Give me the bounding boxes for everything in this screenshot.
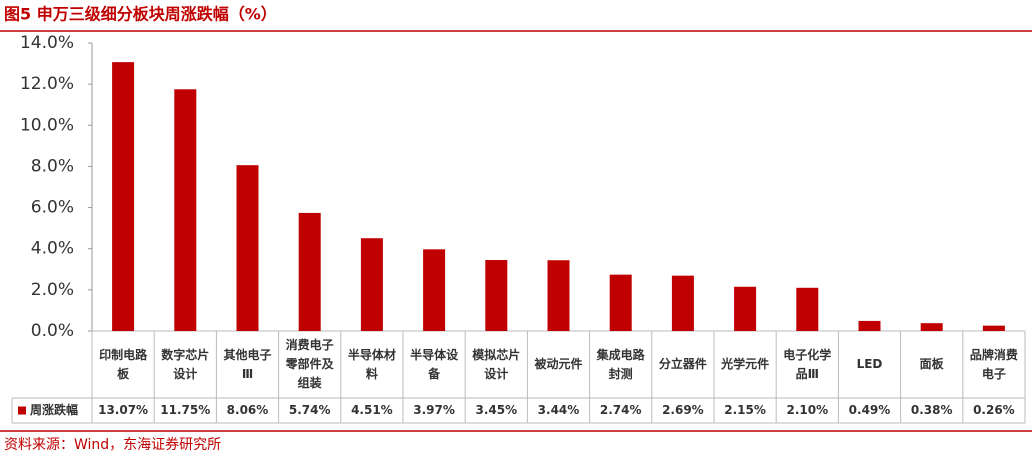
category-label: 模拟芯片设计 (472, 347, 521, 381)
bar (796, 287, 819, 331)
bar (360, 238, 383, 331)
bar (236, 165, 259, 331)
legend-swatch (18, 406, 26, 415)
category-label: 印制电路板 (99, 347, 148, 381)
value-label: 2.10% (786, 403, 828, 417)
value-label: 3.97% (413, 403, 455, 417)
value-label: 2.15% (724, 403, 766, 417)
category-label: 半导体设备 (410, 347, 459, 381)
category-label: 其他电子Ⅲ (223, 347, 272, 381)
source: 资料来源：Wind，东海证券研究所 (4, 437, 221, 453)
y-tick-label: 0.0% (31, 321, 74, 341)
category-label: 数字芯片设计 (161, 347, 210, 381)
bar (298, 212, 321, 331)
y-tick-label: 12.0% (20, 74, 74, 94)
bar (547, 260, 570, 331)
category-label: 集成电路封测 (596, 347, 645, 381)
y-tick-label: 6.0% (31, 198, 74, 218)
value-label: 0.26% (973, 403, 1015, 417)
bar (671, 275, 694, 331)
y-tick-label: 10.0% (20, 115, 74, 135)
value-label: 13.07% (98, 403, 148, 417)
bar (423, 249, 446, 331)
category-label: 面板 (919, 357, 944, 371)
category-label: 消费电子零部件及组装 (285, 338, 334, 390)
value-label: 4.51% (351, 403, 393, 417)
y-tick-label: 4.0% (31, 239, 74, 259)
bar (609, 274, 632, 331)
y-tick-label: 8.0% (31, 156, 74, 176)
value-label: 8.06% (227, 403, 269, 417)
bar (485, 260, 508, 331)
category-label: 电子化学品Ⅲ (783, 347, 832, 381)
category-label: 品牌消费电子 (969, 347, 1018, 381)
category-label: 分立器件 (658, 357, 707, 371)
value-label: 0.49% (849, 403, 891, 417)
value-label: 3.44% (538, 403, 580, 417)
bar (174, 89, 197, 332)
value-label: 3.45% (475, 403, 517, 417)
bar (112, 62, 135, 331)
value-label: 0.38% (911, 403, 953, 417)
category-label: 光学元件 (721, 357, 770, 371)
value-label: 11.75% (160, 403, 210, 417)
chart-title: 图5 申万三级细分板块周涨跌幅（%） (4, 5, 277, 24)
bar (858, 320, 881, 331)
category-label: LED (856, 357, 883, 371)
category-label: 被动元件 (534, 357, 583, 371)
value-label: 5.74% (289, 403, 331, 417)
y-tick-label: 14.0% (20, 33, 74, 53)
bar (734, 286, 757, 331)
bar (982, 325, 1005, 331)
value-label: 2.74% (600, 403, 642, 417)
legend-label: 周涨跌幅 (30, 402, 78, 417)
bar (920, 323, 943, 331)
category-label: 半导体材料 (347, 347, 396, 381)
value-label: 2.69% (662, 403, 704, 417)
y-tick-label: 2.0% (31, 280, 74, 300)
